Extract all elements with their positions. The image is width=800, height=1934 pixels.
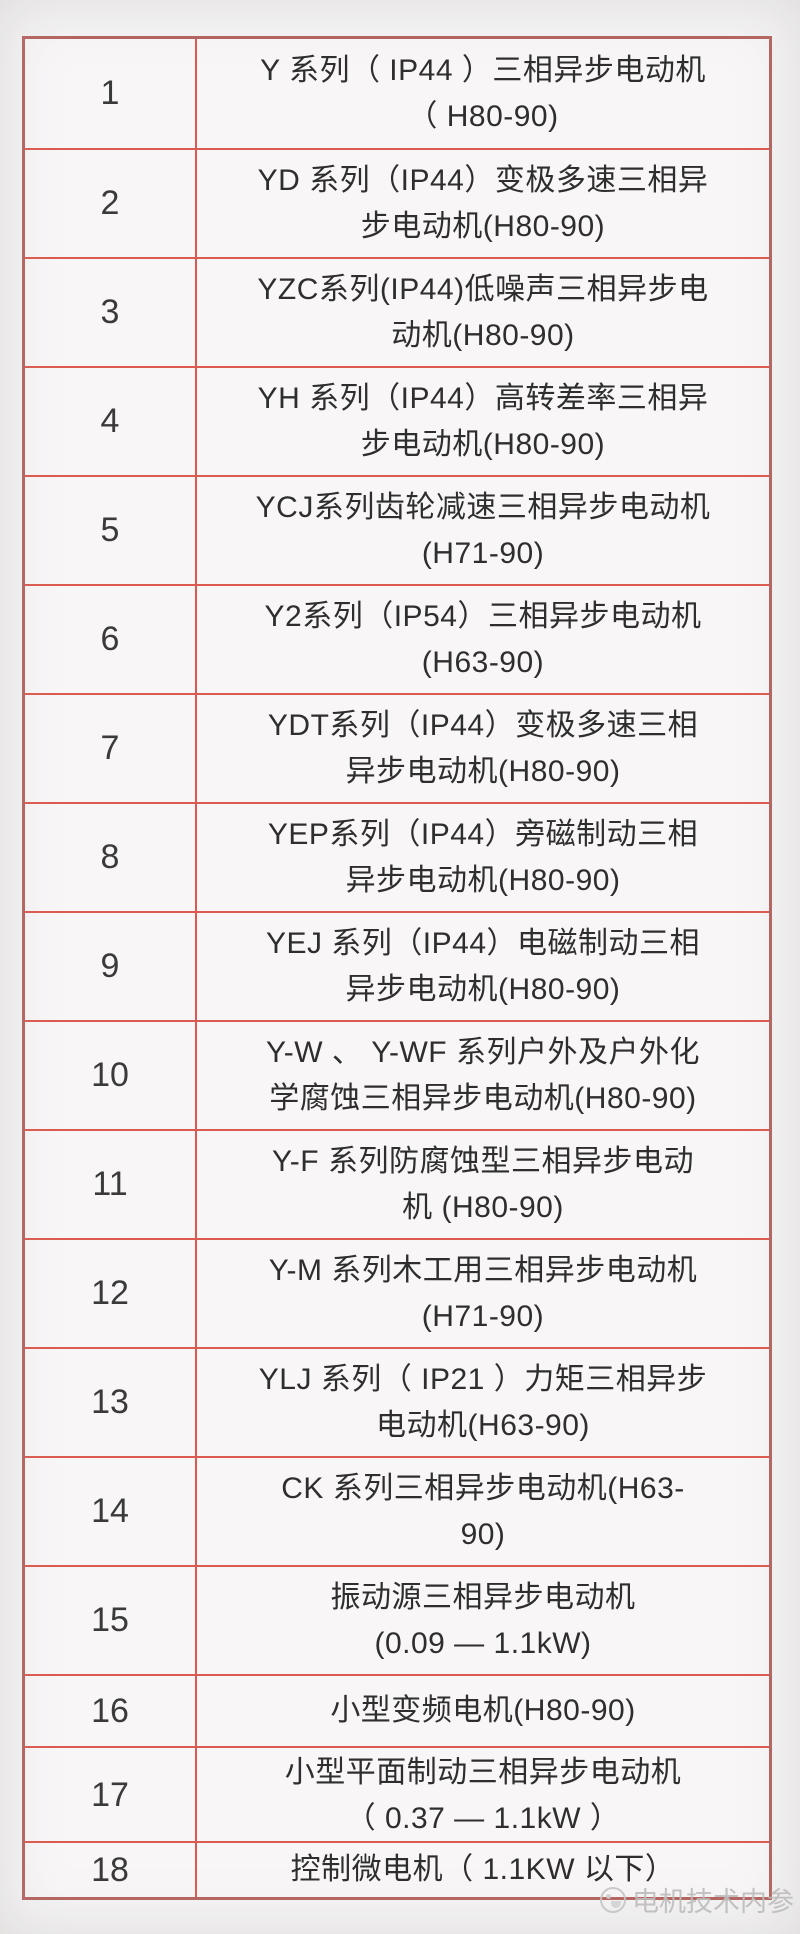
- table-row: 4 YH 系列（IP44）高转差率三相异 步电动机(H80-90): [25, 366, 769, 475]
- row-number: 11: [25, 1131, 197, 1238]
- row-number: 5: [25, 477, 197, 584]
- table-row: 18 控制微电机（ 1.1KW 以下）: [25, 1841, 769, 1897]
- row-description: 控制微电机（ 1.1KW 以下）: [290, 1853, 676, 1887]
- row-description: Y2系列（IP54）三相异步电动机 (H63-90): [264, 599, 702, 679]
- table-row: 7 YDT系列（IP44）变极多速三相 异步电动机(H80-90): [25, 693, 769, 802]
- row-number: 16: [25, 1676, 197, 1746]
- table-row: 16 小型变频电机(H80-90): [25, 1674, 769, 1746]
- row-number: 18: [25, 1843, 197, 1897]
- table-row: 5 YCJ系列齿轮减速三相异步电动机 (H71-90): [25, 475, 769, 584]
- row-description: 小型变频电机(H80-90): [330, 1694, 636, 1728]
- row-number: 13: [25, 1349, 197, 1456]
- row-description: YD 系列（IP44）变极多速三相异 步电动机(H80-90): [257, 163, 709, 243]
- table-row: 2 YD 系列（IP44）变极多速三相异 步电动机(H80-90): [25, 148, 769, 257]
- row-description: YDT系列（IP44）变极多速三相 异步电动机(H80-90): [267, 708, 699, 788]
- row-number: 7: [25, 695, 197, 802]
- row-description: YEJ 系列（IP44）电磁制动三相 异步电动机(H80-90): [265, 926, 701, 1006]
- row-number: 8: [25, 804, 197, 911]
- watermark-logo-icon: [600, 1886, 626, 1913]
- row-number: 12: [25, 1240, 197, 1347]
- table-row: 6 Y2系列（IP54）三相异步电动机 (H63-90): [25, 584, 769, 693]
- row-description: CK 系列三相异步电动机(H63- 90): [281, 1471, 685, 1551]
- table-row: 13 YLJ 系列（ IP21 ）力矩三相异步 电动机(H63-90): [25, 1347, 769, 1456]
- row-number: 6: [25, 586, 197, 693]
- table-row: 11 Y-F 系列防腐蚀型三相异步电动 机 (H80-90): [25, 1129, 769, 1238]
- row-description: YLJ 系列（ IP21 ）力矩三相异步 电动机(H63-90): [258, 1362, 708, 1442]
- row-number: 2: [25, 150, 197, 257]
- row-number: 9: [25, 913, 197, 1020]
- table-row: 10 Y-W 、 Y-WF 系列户外及户外化 学腐蚀三相异步电动机(H80-90): [25, 1020, 769, 1129]
- watermark: 电机技术内参: [600, 1880, 794, 1919]
- row-description: YCJ系列齿轮减速三相异步电动机 (H71-90): [255, 490, 711, 570]
- row-description: 小型平面制动三相异步电动机 （ 0.37 — 1.1kW ）: [284, 1756, 682, 1835]
- watermark-text: 电机技术内参: [632, 1887, 794, 1917]
- row-description: YZC系列(IP44)低噪声三相异步电 动机(H80-90): [257, 272, 709, 352]
- table-row: 12 Y-M 系列木工用三相异步电动机 (H71-90): [25, 1238, 769, 1347]
- row-description: YEP系列（IP44）旁磁制动三相 异步电动机(H80-90): [267, 817, 699, 897]
- table-row: 9 YEJ 系列（IP44）电磁制动三相 异步电动机(H80-90): [25, 911, 769, 1020]
- row-description: 振动源三相异步电动机 (0.09 — 1.1kW): [330, 1580, 636, 1660]
- table-row: 14 CK 系列三相异步电动机(H63- 90): [25, 1456, 769, 1565]
- row-number: 4: [25, 368, 197, 475]
- table-row: 3 YZC系列(IP44)低噪声三相异步电 动机(H80-90): [25, 257, 769, 366]
- row-description: Y-M 系列木工用三相异步电动机 (H71-90): [268, 1253, 698, 1333]
- row-description: YH 系列（IP44）高转差率三相异 步电动机(H80-90): [257, 381, 709, 461]
- row-number: 1: [25, 39, 197, 148]
- motor-series-table: 1 Y 系列（ IP44 ）三相异步电动机 （ H80-90) 2 YD 系列（IP4…: [22, 36, 772, 1900]
- row-number: 17: [25, 1748, 197, 1844]
- row-description: Y-F 系列防腐蚀型三相异步电动 机 (H80-90): [272, 1144, 694, 1224]
- row-number: 14: [25, 1458, 197, 1565]
- row-number: 3: [25, 259, 197, 366]
- row-number: 10: [25, 1022, 197, 1129]
- row-description: Y 系列（ IP44 ）三相异步电动机 （ H80-90): [260, 53, 706, 133]
- row-number: 15: [25, 1567, 197, 1674]
- table-row: 8 YEP系列（IP44）旁磁制动三相 异步电动机(H80-90): [25, 802, 769, 911]
- table-row: 17 小型平面制动三相异步电动机 （ 0.37 — 1.1kW ）: [25, 1746, 769, 1844]
- table-row: 1 Y 系列（ IP44 ）三相异步电动机 （ H80-90): [25, 39, 769, 148]
- row-description: Y-W 、 Y-WF 系列户外及户外化 学腐蚀三相异步电动机(H80-90): [266, 1035, 700, 1115]
- table-row: 15 振动源三相异步电动机 (0.09 — 1.1kW): [25, 1565, 769, 1674]
